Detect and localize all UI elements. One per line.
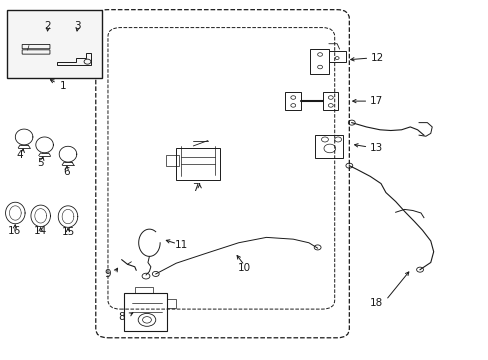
Text: 6: 6 bbox=[63, 167, 70, 177]
Text: 13: 13 bbox=[369, 143, 383, 153]
Text: 7: 7 bbox=[192, 183, 199, 193]
Bar bbox=[6, 10, 102, 78]
Text: 8: 8 bbox=[118, 312, 124, 322]
Text: 17: 17 bbox=[369, 96, 383, 106]
Bar bbox=[167, 300, 176, 309]
Text: 11: 11 bbox=[174, 239, 187, 249]
Bar bbox=[285, 92, 301, 110]
Text: 10: 10 bbox=[238, 263, 250, 273]
Bar bbox=[310, 49, 328, 74]
Text: 5: 5 bbox=[37, 158, 44, 168]
Text: 15: 15 bbox=[61, 227, 75, 237]
Text: 12: 12 bbox=[370, 53, 384, 63]
Bar bbox=[328, 51, 345, 62]
Bar bbox=[166, 155, 178, 166]
Text: 2: 2 bbox=[44, 21, 51, 31]
Text: 1: 1 bbox=[60, 81, 66, 91]
Text: 18: 18 bbox=[369, 298, 382, 308]
Bar bbox=[135, 287, 153, 293]
Bar bbox=[176, 148, 220, 180]
Text: 3: 3 bbox=[74, 21, 81, 31]
Text: 16: 16 bbox=[8, 226, 21, 236]
Bar bbox=[323, 92, 337, 110]
Bar bbox=[315, 135, 343, 158]
Text: 14: 14 bbox=[34, 226, 47, 236]
Text: 4: 4 bbox=[17, 150, 23, 160]
Text: 9: 9 bbox=[104, 269, 111, 279]
Bar bbox=[123, 293, 167, 330]
